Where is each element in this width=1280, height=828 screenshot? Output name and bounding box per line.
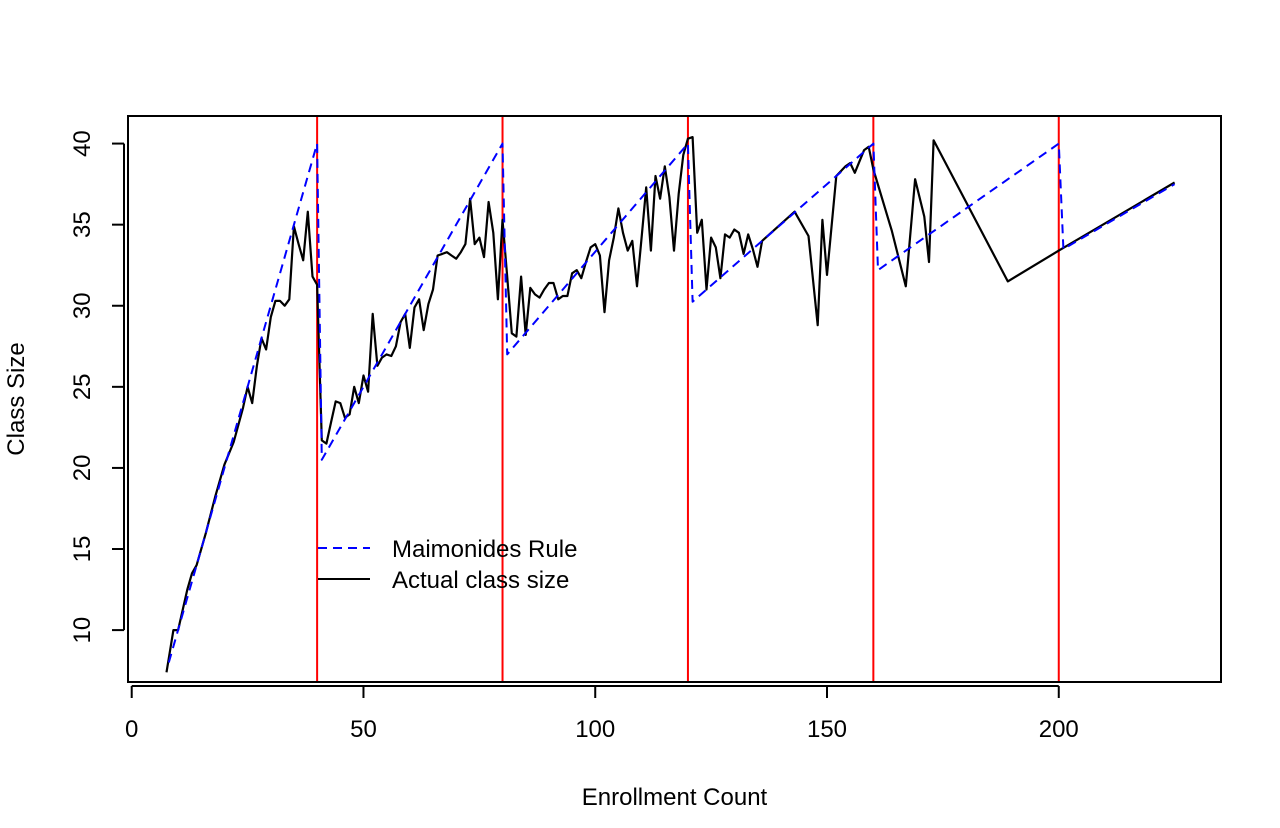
cutoff-lines <box>316 116 1060 682</box>
legend-label-maimonides-rule: Maimonides Rule <box>392 536 577 563</box>
plot-frame <box>127 115 1222 683</box>
series-layer <box>165 136 1176 673</box>
y-tick-label-10: 10 <box>69 617 96 644</box>
y-tick-label-15: 15 <box>69 536 96 563</box>
series-line-maimonides-rule <box>167 142 1176 663</box>
x-tick-label-200: 200 <box>1039 716 1079 743</box>
series-line-actual-class-size <box>165 136 1176 673</box>
y-axis: 10 15 20 25 30 35 40 <box>69 130 125 644</box>
x-axis-title: Enrollment Count <box>582 784 768 811</box>
y-axis-title: Class Size <box>3 342 30 455</box>
y-tick-label-20: 20 <box>69 455 96 482</box>
x-axis: 0 50 100 150 200 <box>125 685 1079 743</box>
legend: Maimonides Rule Actual class size <box>318 536 577 594</box>
x-tick-label-100: 100 <box>575 716 615 743</box>
y-tick-label-40: 40 <box>69 130 96 157</box>
x-tick-label-50: 50 <box>350 716 377 743</box>
legend-label-actual-class-size: Actual class size <box>392 567 569 594</box>
y-tick-label-25: 25 <box>69 373 96 400</box>
y-tick-label-30: 30 <box>69 292 96 319</box>
y-tick-label-35: 35 <box>69 211 96 238</box>
x-tick-label-150: 150 <box>807 716 847 743</box>
x-tick-label-0: 0 <box>125 716 138 743</box>
